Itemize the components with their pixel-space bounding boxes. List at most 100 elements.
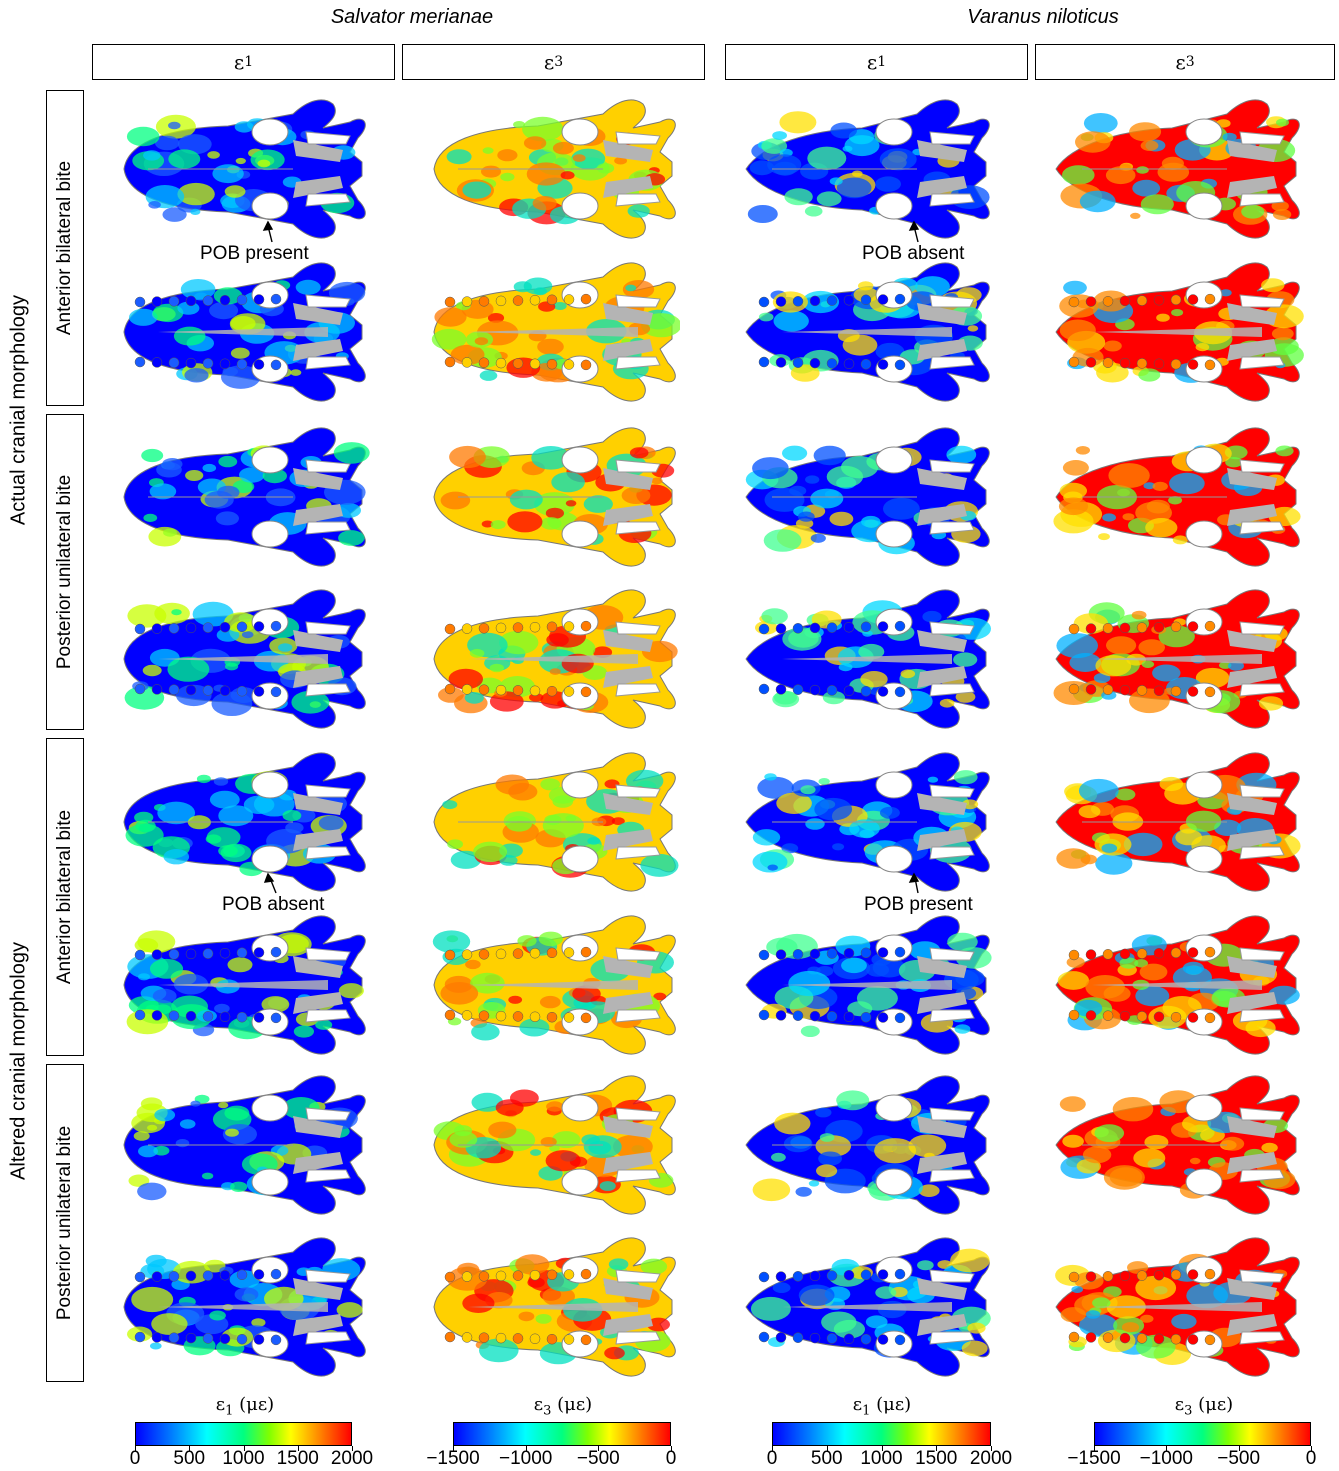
temporal-opening-lower [305, 846, 351, 860]
temporal-opening-lower [1239, 193, 1285, 207]
tooth [546, 1269, 558, 1281]
tooth [236, 1011, 248, 1023]
strain-patch [526, 162, 566, 186]
temporal-opening-upper [1239, 131, 1285, 145]
bone-bar-lower [293, 992, 343, 1014]
strain-patch [1132, 179, 1161, 197]
tooth [1204, 359, 1216, 371]
orbit-left [561, 1094, 599, 1122]
strain-patch [587, 837, 601, 845]
strain-patch [143, 150, 161, 161]
tooth [843, 358, 855, 370]
palate-midline [468, 654, 638, 664]
strain-patch [875, 1286, 897, 1299]
strain-patch [651, 477, 663, 485]
strain-patch [479, 370, 498, 381]
strain-patch [450, 344, 485, 365]
strain-patch [917, 1260, 934, 1271]
strain-patch [490, 520, 506, 530]
temporal-opening-upper [615, 1107, 661, 1121]
tooth [758, 356, 770, 368]
tooth [580, 1268, 592, 1280]
strain-patch [1271, 200, 1289, 212]
bone-bar-upper [1227, 793, 1277, 815]
tooth [775, 1332, 787, 1343]
tooth [219, 621, 231, 633]
colorbar-tick [1238, 1446, 1240, 1451]
tooth [1068, 683, 1080, 695]
bone-bar-lower [293, 176, 343, 198]
skull-figure [1055, 752, 1301, 892]
strain-patch [752, 829, 781, 846]
strain-patch [625, 284, 637, 292]
strain-patch [523, 277, 553, 295]
strain-patch [442, 800, 458, 810]
strain-patch [519, 1018, 550, 1037]
tooth [546, 1333, 558, 1345]
strain-patch [1222, 132, 1237, 142]
strain-patch [808, 1180, 820, 1187]
tooth [168, 1271, 180, 1282]
strain-patch [640, 1258, 668, 1275]
strain-patch [201, 1172, 214, 1180]
orbit-left [561, 771, 599, 799]
tooth [236, 294, 248, 306]
tooth [444, 949, 456, 961]
strain-patch [462, 1293, 495, 1313]
temporal-opening-lower [615, 521, 661, 535]
tooth [1136, 358, 1148, 369]
orbit-right [561, 1168, 599, 1196]
bone-bar-upper [293, 303, 343, 325]
strain-patch [209, 301, 239, 320]
tooth [580, 293, 592, 305]
bone-bar-upper [603, 793, 653, 815]
tooth [1136, 948, 1148, 959]
row-label-actual-posterior: Posterior unilateral bite [46, 414, 84, 730]
temporal-opening-lower [1239, 1169, 1285, 1183]
tooth [809, 684, 821, 696]
strain-patch [163, 849, 190, 865]
strain-patch [333, 442, 370, 464]
strain-patch [842, 145, 853, 152]
strain-patch [230, 1181, 248, 1192]
strain-patch [535, 1314, 552, 1324]
tooth [529, 294, 541, 306]
strain-patch [816, 1164, 838, 1178]
orbit-right [251, 192, 289, 220]
strain-patch [761, 138, 788, 154]
strain-patch [752, 457, 789, 480]
tooth [512, 358, 524, 369]
tooth [134, 1331, 146, 1343]
strain-patch [764, 773, 777, 781]
tooth [580, 359, 592, 371]
strain-patch [129, 308, 158, 326]
strain-patch [819, 1133, 835, 1142]
strain-patch [131, 1286, 174, 1313]
orbit-right [1185, 192, 1223, 220]
strain-patch [1228, 661, 1244, 671]
strain-patch [190, 1100, 201, 1107]
strain-patch [836, 177, 872, 199]
strain-patch [213, 777, 229, 786]
tooth [253, 1269, 265, 1280]
strain-patch [434, 307, 467, 327]
strain-patch [1268, 506, 1301, 527]
temporal-opening-upper [1239, 294, 1285, 308]
bone-bar-upper [293, 1278, 343, 1300]
strain-patch [1062, 460, 1089, 476]
strain-patch [908, 1134, 947, 1158]
temporal-opening-lower [615, 683, 661, 697]
strain-patch [1261, 278, 1285, 293]
tooth [1136, 1011, 1148, 1022]
strain-patch [1136, 166, 1149, 174]
strain-patch [481, 520, 494, 528]
strain-patch [1131, 610, 1147, 620]
strain-patch [1059, 482, 1087, 500]
tooth [495, 622, 507, 634]
tooth [529, 621, 541, 633]
colorbar-tick [1166, 1446, 1168, 1451]
temporal-opening-lower [929, 1169, 975, 1183]
skull-figure [1055, 99, 1300, 239]
temporal-opening-upper [1239, 1107, 1285, 1121]
tooth [219, 947, 231, 959]
